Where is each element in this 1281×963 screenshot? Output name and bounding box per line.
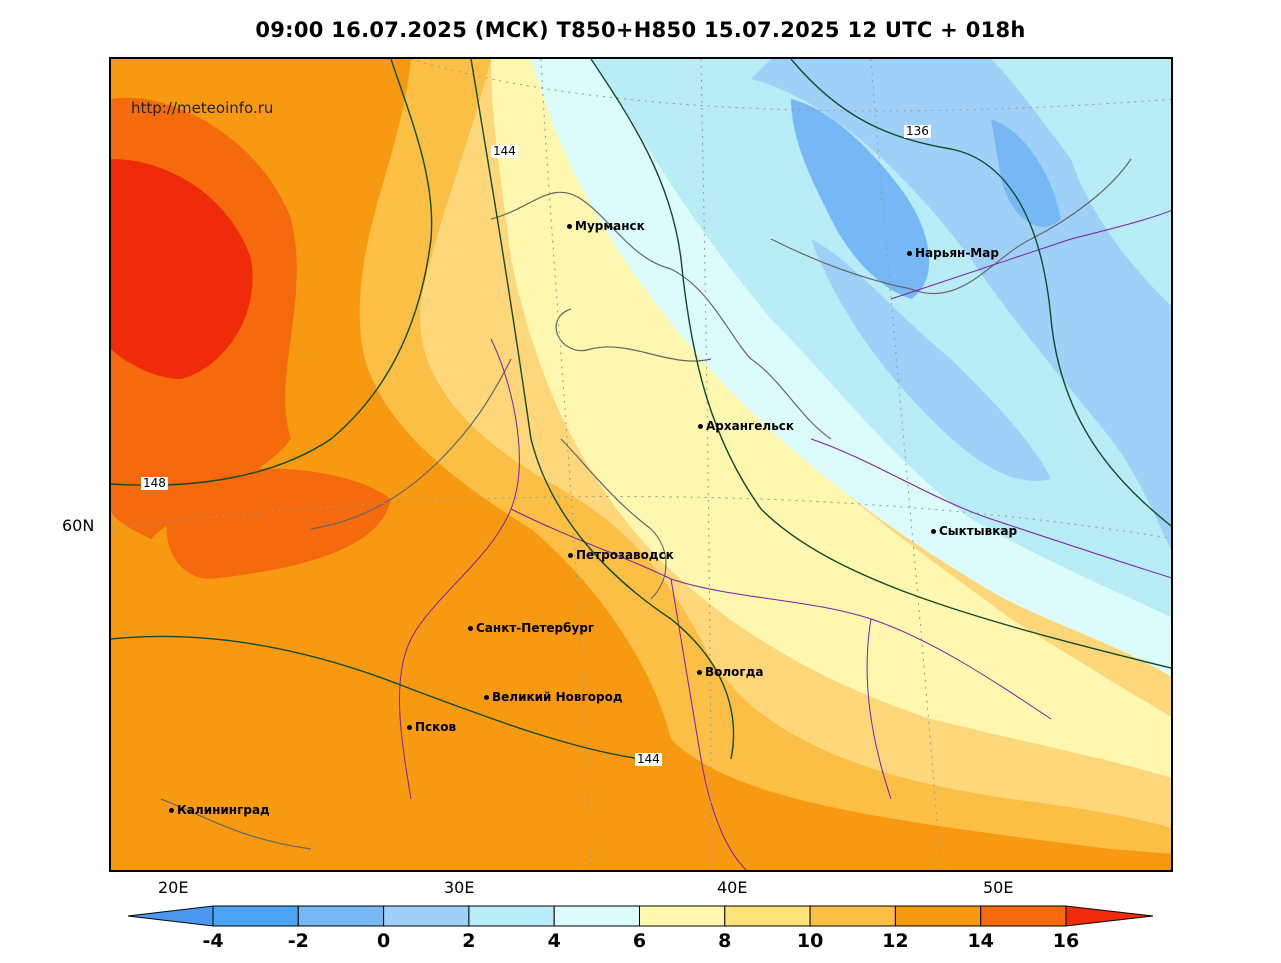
colorbar-tick-label: 8 <box>718 930 732 952</box>
graticule <box>111 59 1171 870</box>
colorbar <box>127 905 1154 927</box>
lon-label: 40E <box>717 878 748 897</box>
lon-label: 30E <box>444 878 475 897</box>
lat-label: 60N <box>62 516 95 535</box>
colorbar-tick-label: 14 <box>967 930 994 952</box>
city-marker[interactable]: Мурманск <box>567 219 645 233</box>
colorbar-segment <box>553 905 641 927</box>
colorbar-tick-label: -2 <box>287 930 309 952</box>
lon-label: 50E <box>983 878 1014 897</box>
contour-label: 144 <box>635 752 662 766</box>
city-marker[interactable]: Санкт-Петербург <box>468 621 594 635</box>
coastlines <box>160 158 1132 850</box>
city-marker[interactable]: Псков <box>407 720 456 734</box>
city-marker[interactable]: Калининград <box>169 803 270 817</box>
colorbar-segment <box>297 905 385 927</box>
geopotential-contours <box>111 59 1171 760</box>
colorbar-segment <box>468 905 555 927</box>
colorbar-segment <box>809 905 896 927</box>
colorbar-segment <box>724 905 811 927</box>
temperature-field <box>111 59 1171 870</box>
city-marker[interactable]: Архангельск <box>698 419 794 433</box>
lon-label: 20E <box>158 878 189 897</box>
colorbar-tick-label: 16 <box>1052 930 1080 952</box>
colorbar-segment <box>383 905 470 927</box>
city-marker[interactable]: Сыктывкар <box>931 524 1017 538</box>
colorbar-tick-label: 2 <box>462 930 476 952</box>
colorbar-tick-label: 12 <box>882 930 909 952</box>
colorbar-segment <box>894 905 982 927</box>
map-title: 09:00 16.07.2025 (МСК) T850+H850 15.07.2… <box>255 18 1026 42</box>
contour-label: 148 <box>141 476 168 490</box>
colorbar-extend-high <box>1065 905 1154 927</box>
city-marker[interactable]: Вологда <box>697 665 763 679</box>
city-marker[interactable]: Великий Новгород <box>484 690 623 704</box>
admin-borders <box>399 210 1171 870</box>
contour-label: 144 <box>491 144 518 158</box>
colorbar-tick-label: 0 <box>376 930 391 952</box>
source-url[interactable]: http://meteoinfo.ru <box>131 99 274 117</box>
contour-label: 136 <box>904 124 931 138</box>
map-panel[interactable]: http://meteoinfo.ru 144 136 148 144 Мурм… <box>109 57 1173 872</box>
city-marker[interactable]: Нарьян-Мар <box>907 246 999 260</box>
colorbar-tick-label: -4 <box>202 930 224 952</box>
colorbar-segment <box>212 905 299 927</box>
colorbar-segment <box>980 905 1067 927</box>
colorbar-tick-label: 6 <box>632 930 647 952</box>
colorbar-tick-label: 4 <box>547 930 561 952</box>
colorbar-tick-label: 10 <box>796 930 824 952</box>
city-marker[interactable]: Петрозаводск <box>568 548 674 562</box>
colorbar-segment <box>639 905 726 927</box>
colorbar-extend-low <box>127 905 214 927</box>
